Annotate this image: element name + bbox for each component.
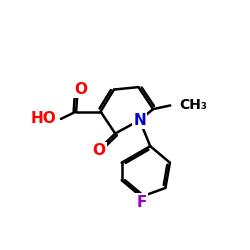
Text: O: O — [92, 143, 105, 158]
Text: CH₃: CH₃ — [179, 98, 207, 112]
Text: O: O — [74, 82, 87, 97]
Text: N: N — [133, 112, 146, 128]
Text: HO: HO — [31, 112, 56, 126]
Text: F: F — [136, 194, 147, 210]
